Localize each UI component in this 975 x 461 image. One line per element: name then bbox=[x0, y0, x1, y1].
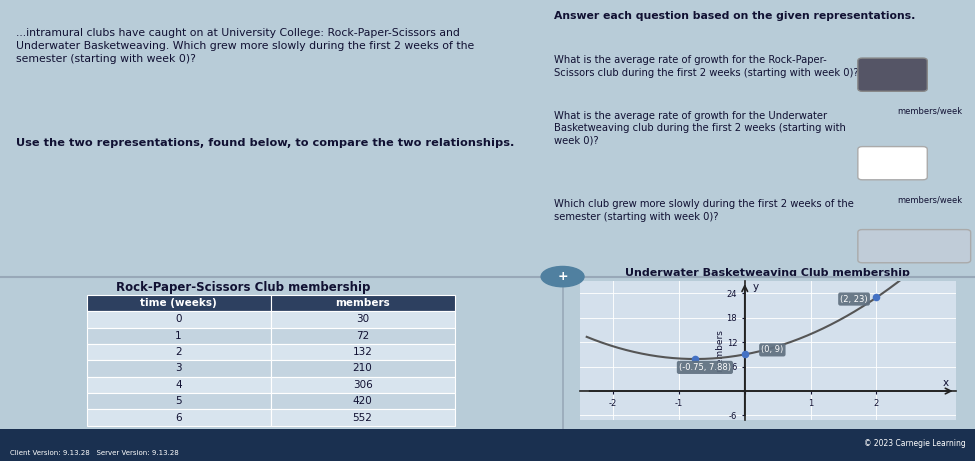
Text: 5: 5 bbox=[176, 396, 182, 406]
Text: members: members bbox=[335, 298, 390, 308]
FancyBboxPatch shape bbox=[858, 147, 927, 180]
Bar bbox=[271, 328, 454, 344]
Text: x: x bbox=[943, 378, 949, 388]
Text: Answer each question based on the given representations.: Answer each question based on the given … bbox=[554, 11, 916, 21]
Text: time (weeks): time (weeks) bbox=[140, 298, 217, 308]
Point bbox=[687, 355, 703, 363]
Point bbox=[869, 294, 884, 301]
Text: 3: 3 bbox=[176, 363, 182, 373]
Bar bbox=[87, 344, 271, 361]
Text: y: y bbox=[753, 283, 759, 292]
Text: 4: 4 bbox=[176, 380, 182, 390]
Text: members/week: members/week bbox=[897, 195, 962, 204]
Text: Client Version: 9.13.28   Server Version: 9.13.28: Client Version: 9.13.28 Server Version: … bbox=[10, 449, 178, 456]
Text: What is the average rate of growth for the Rock-Paper-
Scissors club during the : What is the average rate of growth for t… bbox=[554, 55, 859, 78]
Text: 72: 72 bbox=[356, 331, 370, 341]
Text: © 2023 Carnegie Learning: © 2023 Carnegie Learning bbox=[864, 439, 965, 448]
FancyBboxPatch shape bbox=[858, 230, 971, 263]
Text: Use the two representations, found below, to compare the two relationships.: Use the two representations, found below… bbox=[17, 138, 515, 148]
Text: Which club grew more slowly during the first 2 weeks of the
semester (starting w: Which club grew more slowly during the f… bbox=[554, 199, 854, 222]
Point bbox=[737, 351, 753, 358]
Text: members/week: members/week bbox=[897, 106, 962, 116]
Text: 132: 132 bbox=[353, 347, 372, 357]
Text: 2: 2 bbox=[176, 347, 182, 357]
Text: 30: 30 bbox=[356, 314, 370, 325]
Y-axis label: members: members bbox=[715, 329, 723, 372]
Text: 210: 210 bbox=[353, 363, 372, 373]
Title: Underwater Basketweaving Club membership: Underwater Basketweaving Club membership bbox=[625, 268, 911, 278]
FancyBboxPatch shape bbox=[858, 58, 927, 91]
Bar bbox=[87, 295, 271, 311]
Text: 0: 0 bbox=[176, 314, 181, 325]
Text: 6: 6 bbox=[176, 413, 182, 423]
Bar bbox=[271, 377, 454, 393]
Bar bbox=[87, 311, 271, 328]
Text: (2, 23): (2, 23) bbox=[840, 295, 868, 303]
Bar bbox=[271, 311, 454, 328]
Bar bbox=[271, 409, 454, 426]
Bar bbox=[87, 409, 271, 426]
Bar bbox=[87, 361, 271, 377]
Bar bbox=[87, 393, 271, 409]
Bar bbox=[87, 377, 271, 393]
Text: (-0.75, 7.88): (-0.75, 7.88) bbox=[679, 363, 731, 372]
Text: +: + bbox=[558, 270, 567, 283]
Text: Rock-Paper-Scissors Club membership: Rock-Paper-Scissors Club membership bbox=[116, 281, 370, 294]
Text: 420: 420 bbox=[353, 396, 372, 406]
Text: 552: 552 bbox=[353, 413, 372, 423]
Text: 1: 1 bbox=[176, 331, 182, 341]
Text: (0, 9): (0, 9) bbox=[761, 345, 784, 355]
Bar bbox=[271, 344, 454, 361]
Bar bbox=[271, 361, 454, 377]
Text: ...intramural clubs have caught on at University College: Rock-Paper-Scissors an: ...intramural clubs have caught on at Un… bbox=[17, 28, 475, 64]
Text: 306: 306 bbox=[353, 380, 372, 390]
Bar bbox=[271, 393, 454, 409]
Bar bbox=[271, 295, 454, 311]
Text: What is the average rate of growth for the Underwater
Basketweaving club during : What is the average rate of growth for t… bbox=[554, 111, 846, 145]
Bar bbox=[87, 328, 271, 344]
